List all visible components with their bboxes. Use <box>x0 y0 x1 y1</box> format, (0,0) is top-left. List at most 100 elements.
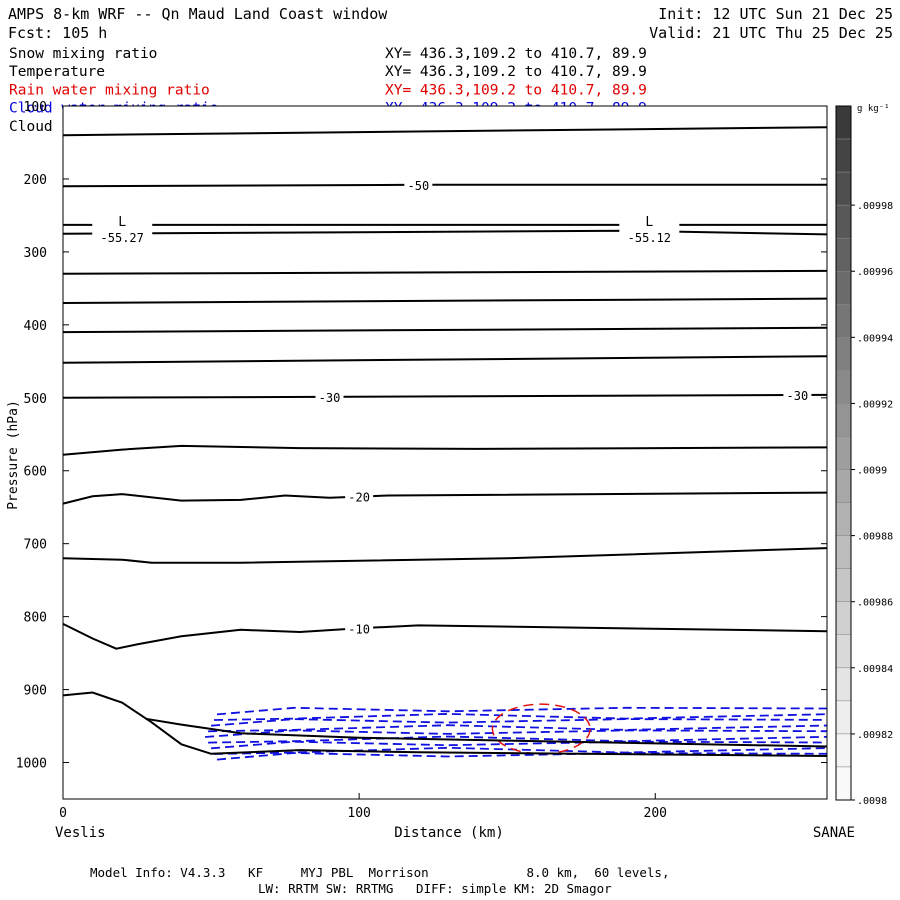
temperature-contour <box>62 269 828 275</box>
temperature-contour <box>62 547 828 564</box>
contour-label: -30 <box>319 391 341 405</box>
y-tick-label: 200 <box>24 173 47 188</box>
colorbar-swatch <box>835 766 852 801</box>
colorbar-swatch <box>835 270 852 305</box>
colorbar-swatch <box>835 634 852 669</box>
y-tick-label: 300 <box>24 246 47 261</box>
y-tick-label: 100 <box>24 100 47 115</box>
model-info-line1: Model Info: V4.3.3 KF MYJ PBL Morrison 8… <box>90 865 669 880</box>
temperature-contours: -50 -30 -20 -10 -30 <box>62 126 828 757</box>
plot-frame <box>62 105 828 800</box>
legend-field-xy: XY= 436.3,109.2 to 410.7, 89.9 <box>385 82 647 98</box>
cloud-water-contour <box>208 724 828 733</box>
plot-background <box>63 106 827 799</box>
colorbar-swatch <box>835 436 852 470</box>
temperature-contour <box>62 444 828 456</box>
contour-label-bg <box>345 621 374 635</box>
colorbar-label: .0099 <box>857 466 887 477</box>
colorbar-label: .0098 <box>857 796 887 807</box>
contour-label: -30 <box>787 389 809 403</box>
cloud-water-contour <box>213 712 828 721</box>
minimum-label-bg <box>619 212 680 247</box>
colorbar-swatch <box>835 403 852 437</box>
cloud-water-contour <box>213 746 828 755</box>
colorbar-swatch <box>835 667 852 702</box>
cloud-water-contour <box>216 752 828 761</box>
y-tick-label: 1000 <box>16 757 47 772</box>
colorbar-label: .00988 <box>857 532 893 543</box>
rain-water-contours <box>491 703 591 755</box>
colorbar-frame <box>835 105 852 801</box>
forecast-hour: Fcst: 105 h <box>8 24 107 42</box>
contour-label: -50 <box>408 179 430 193</box>
colorbar-swatch <box>835 171 852 206</box>
minimum-label-bg <box>92 212 153 247</box>
colorbar-swatch <box>835 337 852 371</box>
y-tick-label: 400 <box>24 319 47 334</box>
temperature-contour <box>62 393 828 399</box>
colorbar-label: .00982 <box>857 730 893 741</box>
minimum-value: -55.12 <box>628 231 671 245</box>
legend-field-name: Snow mixing ratio <box>9 46 157 62</box>
left-endpoint-label: Veslis <box>55 825 106 841</box>
legend-field-name: Temperature <box>9 64 105 80</box>
cloud-water-contour <box>208 735 828 744</box>
cloud-water-contour <box>211 718 828 727</box>
x-tick-label: 100 <box>347 806 370 821</box>
contour-label: -20 <box>348 491 370 505</box>
x-tick-label: 0 <box>59 806 67 821</box>
colorbar-swatch <box>835 237 852 272</box>
contour-label-bg <box>783 387 812 401</box>
colorbar-swatch <box>835 204 852 239</box>
colorbar-swatch <box>835 568 852 602</box>
colorbar-unit: g kg⁻¹ <box>857 104 890 114</box>
colorbar-swatch <box>835 601 852 636</box>
rain-water-contour <box>491 703 591 755</box>
x-axis-ticks: 0 100 200 <box>59 793 667 821</box>
temperature-contour <box>62 297 828 304</box>
colorbar-swatch <box>835 138 852 173</box>
minimum-marker: L <box>118 215 126 230</box>
init-time: Init: 12 UTC Sun 21 Dec 25 <box>658 5 893 23</box>
colorbar-label: .00984 <box>857 664 893 675</box>
y-tick-label: 600 <box>24 465 47 480</box>
contour-label-bg <box>404 177 433 191</box>
colorbar-label: .00998 <box>857 201 893 212</box>
temperature-contour <box>62 229 828 236</box>
colorbar-label: .00986 <box>857 598 893 609</box>
y-tick-label: 900 <box>24 684 47 699</box>
x-tick-label: 200 <box>644 806 667 821</box>
colorbar-label: .00994 <box>857 333 893 344</box>
temperature-contour <box>62 623 828 650</box>
temperature-contour <box>62 126 828 137</box>
colorbar-label: .00992 <box>857 399 893 410</box>
cloud-water-contours <box>205 706 828 761</box>
y-tick-label: 500 <box>24 392 47 407</box>
y-axis-label: Pressure (hPa) <box>6 400 21 510</box>
temperature-contour <box>62 691 828 757</box>
temperature-contour <box>62 355 828 364</box>
colorbar-swatch <box>835 535 852 569</box>
colorbar-swatch <box>835 700 852 735</box>
valid-time: Valid: 21 UTC Thu 25 Dec 25 <box>649 24 893 42</box>
legend-field-xy: XY= 436.3,109.2 to 410.7, 89.9 <box>385 64 647 80</box>
model-title: AMPS 8-km WRF -- Qn Maud Land Coast wind… <box>8 5 388 23</box>
y-axis-ticks: 100 200 300 400 500 600 700 800 900 1000 <box>16 100 827 772</box>
temperature-contour <box>62 326 828 334</box>
model-info-line2: LW: RRTM SW: RRTMG DIFF: simple KM: 2D S… <box>258 881 612 896</box>
temperature-contour <box>145 717 828 748</box>
minimum-marker: L <box>645 215 653 230</box>
y-tick-label: 800 <box>24 611 47 626</box>
colorbar: .00998 .00996 .00994 .00992 .0099 .00988 .0098… <box>835 105 893 807</box>
colorbar-swatch <box>835 304 852 338</box>
pressure-minima-markers: L-55.27L-55.12 <box>92 212 680 247</box>
right-endpoint-label: SANAE <box>813 825 855 841</box>
plot-area: -50-30-20-10-30 L-55.27L-55.12 100200300… <box>16 100 828 821</box>
cloud-water-contour <box>216 706 828 716</box>
x-axis-label: Distance (km) <box>394 825 504 841</box>
colorbar-swatch <box>835 370 852 404</box>
legend-field-name: Rain water mixing ratio <box>9 82 210 98</box>
colorbar-swatch <box>835 502 852 536</box>
colorbar-swatch <box>835 105 852 140</box>
